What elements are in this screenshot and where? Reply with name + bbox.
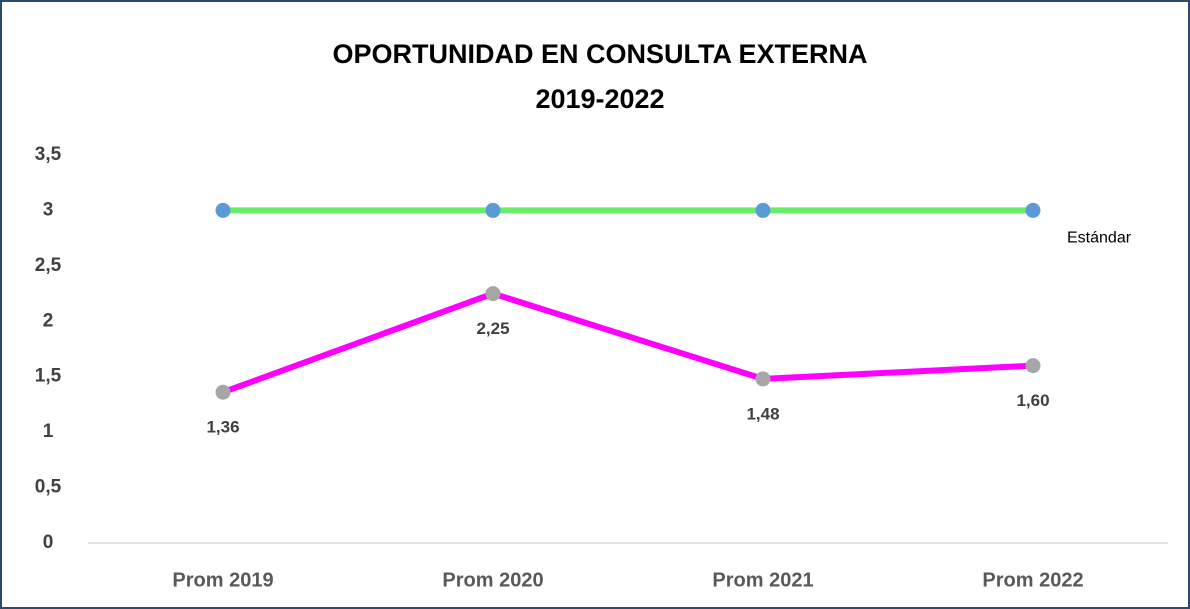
point [755,202,771,218]
data-label: 1,48 [746,404,779,423]
data-label: 1,60 [1016,391,1049,410]
y-tick-label: 2 [43,310,54,331]
point [215,202,231,218]
series-label: Estándar [1067,230,1132,247]
y-tick-label: 2,5 [35,255,62,276]
x-tick-label: Prom 2021 [712,569,813,591]
y-tick-label: 3 [43,199,54,220]
y-tick-label: 3,5 [35,144,62,165]
chart-title: OPORTUNIDAD EN CONSULTA EXTERNA [332,39,867,69]
series-line [221,290,1034,396]
y-tick-label: 0 [43,532,54,553]
point [485,286,501,302]
y-tick-label: 0,5 [35,477,62,498]
point [1025,202,1041,218]
x-tick-label: Prom 2020 [442,569,543,591]
y-tick-label: 1,5 [35,366,62,387]
point [1025,358,1041,374]
x-tick-label: Prom 2022 [982,569,1083,591]
x-tick-label: Prom 2019 [172,569,273,591]
chart-subtitle: 2019-2022 [535,84,664,114]
point [215,384,231,400]
data-label: 2,25 [476,319,509,338]
y-tick-label: 1 [43,421,54,442]
point [485,202,501,218]
data-label: 1,36 [206,418,239,437]
point [755,371,771,387]
